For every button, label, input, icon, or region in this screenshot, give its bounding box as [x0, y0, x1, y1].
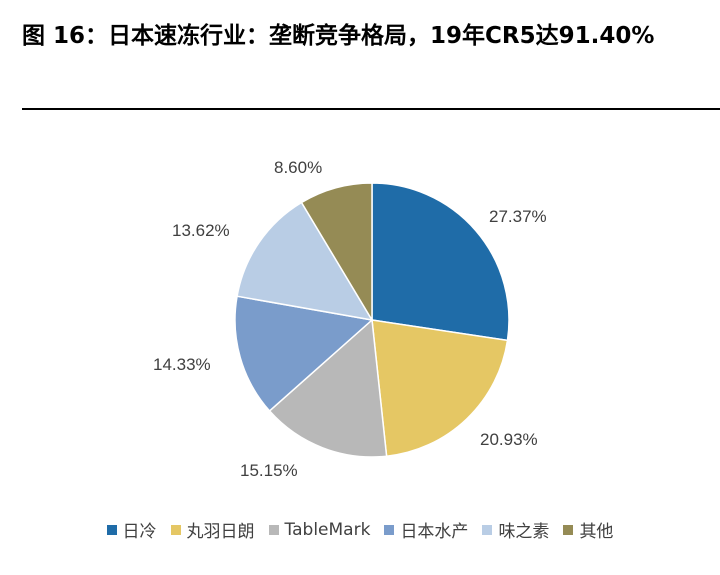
pie-slice-other: [300, 182, 373, 323]
legend-label: 其他: [579, 522, 614, 542]
data-label-nippon-suisan: 14.33%: [153, 355, 211, 374]
chart-legend: 日冷 丸羽日朗 TableMark 日本水产 味之素 其他: [0, 517, 720, 542]
legend-swatch: [563, 524, 574, 535]
data-label-tablemark: 15.15%: [240, 461, 298, 480]
pie-slice-tablemark: [268, 318, 388, 458]
chart-title: 图 16：日本速冻行业：垄断竞争格局，19年CR5达91.40%: [22, 23, 655, 49]
pie-slice-ajinomoto: [236, 201, 374, 322]
legend-swatch: [170, 524, 181, 535]
legend-label: 丸羽日朗: [186, 522, 255, 542]
data-label-maruha-nichiro: 20.93%: [480, 430, 538, 449]
pie-chart: [234, 182, 510, 458]
pie-slice-maruha-nichiro: [371, 319, 509, 458]
legend-item-ajinomoto: 味之素: [482, 517, 549, 542]
legend-label: TableMark: [284, 519, 371, 540]
legend-item-nippon-suisan: 日本水产: [384, 517, 468, 542]
legend-swatch: [268, 524, 279, 535]
data-label-ajinomoto: 13.62%: [172, 221, 230, 240]
legend-label: 日本水产: [400, 522, 469, 542]
legend-swatch: [384, 524, 395, 535]
legend-item-nichirei: 日冷: [106, 517, 157, 542]
legend-label: 味之素: [498, 522, 550, 542]
pie-slice-nippon-suisan: [234, 295, 374, 412]
pie-slice-nichirei: [371, 182, 510, 342]
legend-item-other: 其他: [563, 517, 613, 542]
legend-swatch: [106, 524, 117, 535]
title-divider: [22, 108, 720, 110]
legend-swatch: [482, 524, 493, 535]
legend-item-maruha-nichiro: 丸羽日朗: [170, 517, 255, 542]
data-label-nichirei: 27.37%: [489, 207, 547, 226]
legend-item-tablemark: TableMark: [268, 519, 371, 540]
data-label-other: 8.60%: [274, 158, 323, 177]
legend-label: 日冷: [122, 522, 157, 542]
